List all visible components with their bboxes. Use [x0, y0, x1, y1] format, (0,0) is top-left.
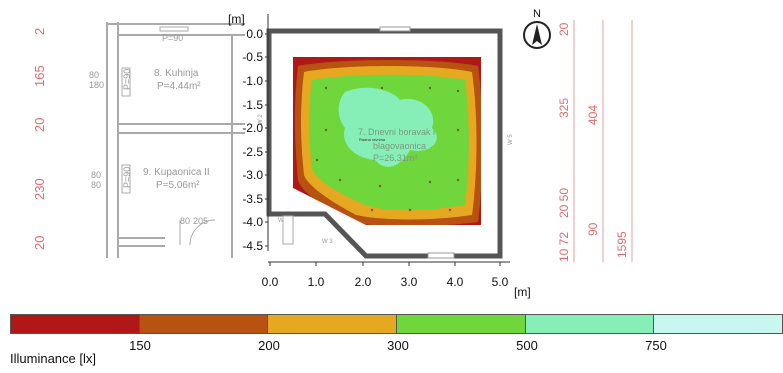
luminaire-points [315, 86, 460, 212]
dim-left-20b: 20 [32, 236, 47, 250]
left-floor-plan [106, 22, 245, 258]
dim-left-230: 230 [32, 178, 47, 200]
y-tick-6: -3.0 [242, 168, 263, 182]
svg-text:205: 205 [193, 216, 208, 226]
dim-right-90: 90 [586, 222, 600, 236]
x-tick-0: 0.0 [262, 275, 279, 289]
dim-right-2050: 20 50 [557, 188, 571, 218]
room-7-small-label: Radna ravnina [359, 137, 386, 142]
room-8-name: 8. Kuhinja [154, 68, 199, 79]
left-label-p90-top: P=90 [162, 33, 183, 43]
isolux-map [293, 57, 481, 225]
svg-text:W 2: W 2 [258, 114, 264, 125]
window-bottom [427, 252, 455, 259]
left-label-p90-side2: P=90 [122, 167, 132, 188]
legend-swatch-4 [397, 314, 526, 334]
north-compass-icon: N [523, 8, 551, 49]
svg-text:180: 180 [89, 80, 104, 90]
room-9-area: P=5.06m² [156, 180, 200, 191]
dim-left-2: 2 [32, 28, 47, 35]
svg-text:W 3: W 3 [322, 239, 333, 245]
room-9-name: 9. Kupaonica II [143, 167, 210, 178]
x-tick-3: 3.0 [401, 275, 418, 289]
x-tick-4: 4.0 [447, 275, 464, 289]
svg-text:80: 80 [91, 180, 101, 190]
left-label-p90-side1: P=90 [122, 69, 132, 90]
legend-swatch-3 [268, 314, 398, 334]
y-tick-5: -2.5 [242, 145, 263, 159]
svg-text:W 5: W 5 [508, 134, 514, 145]
y-tick-1: -0.5 [242, 50, 263, 64]
dim-right-325: 325 [557, 98, 571, 118]
y-axis: [m] 0.0 -0.5 -1.0 -1.5 -2.0 -2.5 -3.0 -3… [228, 12, 269, 253]
window-top-right [379, 26, 411, 32]
x-tick-2: 2.0 [355, 275, 372, 289]
x-tick-1: 1.0 [308, 275, 325, 289]
dim-right-1072: 10 72 [557, 232, 571, 262]
y-tick-4: -2.0 [242, 121, 263, 135]
left-label-door-3a: 80 [180, 216, 190, 226]
left-label-door-2: 80 [91, 170, 101, 180]
y-tick-7: -3.5 [242, 192, 263, 206]
room-7-area: P=26.31m² [373, 153, 417, 163]
dim-right-20: 20 [557, 22, 571, 36]
compass-label: N [533, 8, 541, 20]
legend-swatch-5 [525, 314, 655, 334]
y-axis-unit: [m] [228, 12, 245, 26]
x-tick-5: 5.0 [492, 275, 509, 289]
dim-right-1595: 1595 [615, 231, 629, 258]
y-tick-2: -1.0 [242, 74, 263, 88]
left-label-door-1: 80 [89, 70, 99, 80]
y-tick-0: 0.0 [246, 27, 263, 41]
legend-tick-150: 150 [129, 338, 151, 353]
legend-tick-300: 300 [387, 338, 409, 353]
legend-swatch-1 [10, 314, 140, 334]
room-7-name2: blagovaonica [373, 141, 426, 151]
legend-swatch-2 [139, 314, 269, 334]
floor-plan-svg: P=90 80 180 80 80 P=90 P=90 80 205 8. Ku… [32, 8, 633, 299]
legend-tick-500: 500 [516, 338, 538, 353]
y-tick-8: -4.0 [242, 215, 263, 229]
dim-left-20a: 20 [32, 118, 47, 132]
dim-left-165: 165 [32, 65, 47, 87]
y-tick-3: -1.5 [242, 98, 263, 112]
legend-tick-200: 200 [258, 338, 280, 353]
legend-swatch-6 [654, 314, 783, 334]
y-tick-9: -4.5 [242, 239, 263, 253]
room-7-name: 7. Dnevni boravak i [358, 127, 435, 137]
legend-title: Illuminance [lx] [10, 351, 96, 366]
room-8-area: P=4.44m² [157, 81, 201, 92]
x-axis-unit: [m] [514, 285, 531, 299]
dim-right-404: 404 [586, 105, 600, 125]
illuminance-legend-bar [10, 314, 783, 334]
legend-tick-750: 750 [645, 338, 667, 353]
x-axis: 0.0 1.0 2.0 3.0 4.0 5.0 [m] [262, 261, 531, 299]
